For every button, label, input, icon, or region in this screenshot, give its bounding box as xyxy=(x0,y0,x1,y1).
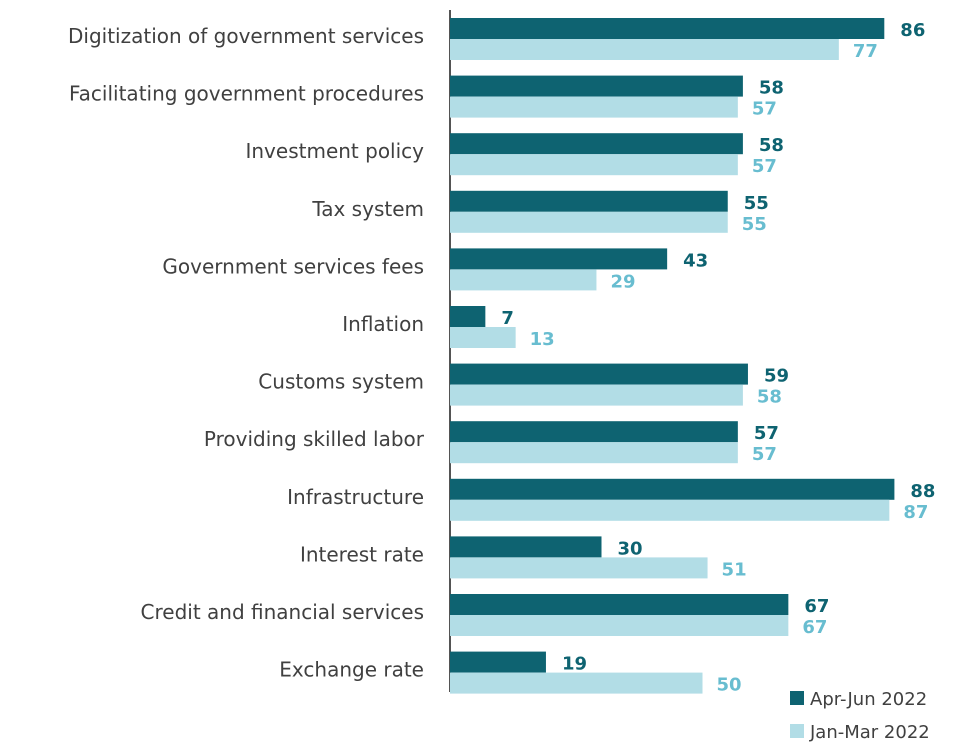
value-label-jan-mar-exchange-rate: 50 xyxy=(717,675,742,696)
bar-apr-jun-providing-skilled-labor xyxy=(450,421,738,443)
bar-apr-jun-investment-policy xyxy=(450,133,743,155)
bar-jan-mar-infrastructure xyxy=(450,499,890,521)
bar-jan-mar-investment-policy xyxy=(450,154,738,176)
bar-apr-jun-infrastructure xyxy=(450,478,895,500)
legend-swatch-jan-mar xyxy=(790,724,804,738)
category-label-investment-policy: Investment policy xyxy=(245,139,424,163)
category-label-customs-system: Customs system xyxy=(258,370,424,394)
value-label-jan-mar-digitization-of-government-services: 77 xyxy=(853,41,878,62)
legend-swatch-apr-jun xyxy=(790,691,804,705)
legend-label-jan-mar: Jan-Mar 2022 xyxy=(809,722,930,743)
value-label-jan-mar-government-services-fees: 29 xyxy=(610,271,635,292)
bar-jan-mar-credit-and-financial-services xyxy=(450,615,789,636)
bar-apr-jun-facilitating-government-procedures xyxy=(450,75,743,97)
bar-apr-jun-customs-system xyxy=(450,363,748,385)
legend-label-apr-jun: Apr-Jun 2022 xyxy=(810,689,927,710)
bar-jan-mar-government-services-fees xyxy=(450,269,597,291)
value-label-jan-mar-facilitating-government-procedures: 57 xyxy=(752,99,777,120)
bar-apr-jun-inflation xyxy=(450,306,486,327)
category-label-tax-system: Tax system xyxy=(311,197,424,221)
value-label-apr-jun-investment-policy: 58 xyxy=(759,135,784,156)
value-label-apr-jun-inflation: 7 xyxy=(501,308,514,329)
bar-jan-mar-exchange-rate xyxy=(450,672,703,694)
category-label-credit-and-financial-services: Credit and financial services xyxy=(141,600,424,624)
legend: Apr-Jun 2022 Jan-Mar 2022 xyxy=(790,689,930,743)
value-label-apr-jun-providing-skilled-labor: 57 xyxy=(754,423,779,444)
value-label-jan-mar-tax-system: 55 xyxy=(742,214,767,235)
value-label-apr-jun-government-services-fees: 43 xyxy=(683,250,708,271)
category-label-infrastructure: Infrastructure xyxy=(287,485,424,509)
bar-jan-mar-interest-rate xyxy=(450,557,708,579)
category-label-providing-skilled-labor: Providing skilled labor xyxy=(204,427,425,451)
value-label-apr-jun-exchange-rate: 19 xyxy=(562,654,587,675)
value-label-apr-jun-credit-and-financial-services: 67 xyxy=(804,596,829,617)
bar-apr-jun-interest-rate xyxy=(450,536,602,558)
bar-jan-mar-tax-system xyxy=(450,211,728,233)
value-label-apr-jun-tax-system: 55 xyxy=(744,193,769,214)
bars-group: Digitization of government services 86 77 F… xyxy=(68,18,935,696)
bar-jan-mar-digitization-of-government-services xyxy=(450,39,839,60)
value-label-apr-jun-infrastructure: 88 xyxy=(910,481,935,502)
value-label-jan-mar-infrastructure: 87 xyxy=(903,502,928,523)
bar-apr-jun-government-services-fees xyxy=(450,248,668,270)
value-label-apr-jun-customs-system: 59 xyxy=(764,366,789,387)
bar-apr-jun-tax-system xyxy=(450,190,728,212)
bar-apr-jun-digitization-of-government-services xyxy=(450,18,885,39)
value-label-jan-mar-interest-rate: 51 xyxy=(722,559,747,580)
value-label-apr-jun-facilitating-government-procedures: 58 xyxy=(759,78,784,99)
value-label-apr-jun-interest-rate: 30 xyxy=(618,538,643,559)
value-label-apr-jun-digitization-of-government-services: 86 xyxy=(900,20,925,41)
category-label-digitization-of-government-services: Digitization of government services xyxy=(68,24,424,48)
value-label-jan-mar-customs-system: 58 xyxy=(757,387,782,408)
bar-jan-mar-inflation xyxy=(450,327,516,348)
category-label-inflation: Inflation xyxy=(342,312,424,336)
bar-jan-mar-facilitating-government-procedures xyxy=(450,96,738,118)
bar-apr-jun-exchange-rate xyxy=(450,651,546,673)
category-label-interest-rate: Interest rate xyxy=(300,542,424,566)
bar-apr-jun-credit-and-financial-services xyxy=(450,594,789,615)
bar-jan-mar-customs-system xyxy=(450,384,743,406)
value-label-jan-mar-inflation: 13 xyxy=(530,329,555,350)
bar-jan-mar-providing-skilled-labor xyxy=(450,442,738,464)
value-label-jan-mar-providing-skilled-labor: 57 xyxy=(752,444,777,465)
category-label-government-services-fees: Government services fees xyxy=(162,254,424,278)
value-label-jan-mar-investment-policy: 57 xyxy=(752,156,777,177)
value-label-jan-mar-credit-and-financial-services: 67 xyxy=(802,617,827,638)
category-label-exchange-rate: Exchange rate xyxy=(279,658,424,682)
category-label-facilitating-government-procedures: Facilitating government procedures xyxy=(69,82,424,106)
